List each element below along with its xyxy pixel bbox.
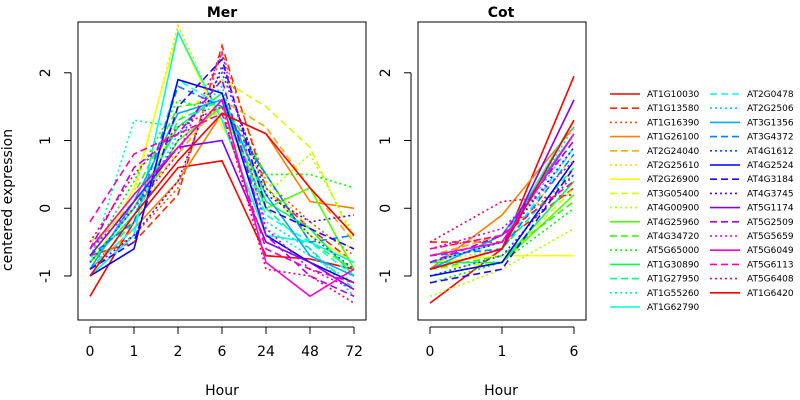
y-tick-label: 1 bbox=[378, 136, 394, 145]
legend-label: AT2G0478 bbox=[747, 90, 794, 100]
legend-label: AT1G13580 bbox=[647, 104, 700, 114]
legend-label: AT4G00900 bbox=[647, 204, 700, 214]
series-line bbox=[429, 180, 575, 250]
x-tick-label: 72 bbox=[345, 344, 363, 360]
legend-label: AT5G5659 bbox=[747, 232, 794, 242]
x-tick-label: 1 bbox=[130, 344, 139, 360]
y-tick-label: -1 bbox=[378, 269, 394, 283]
x-axis-label-cot: Hour bbox=[484, 383, 518, 399]
y-axis-label: centered expression bbox=[0, 129, 16, 271]
series-line bbox=[89, 84, 355, 297]
series-line bbox=[89, 159, 355, 297]
series-line bbox=[429, 133, 575, 257]
series-line bbox=[429, 254, 574, 264]
series-line bbox=[89, 77, 355, 298]
legend-label: AT2G24040 bbox=[647, 147, 700, 157]
y-tick-label: 2 bbox=[38, 68, 54, 77]
series-line bbox=[429, 160, 575, 250]
y-axis-mer: -1 0 1 2 bbox=[38, 68, 72, 283]
series-line bbox=[429, 153, 575, 264]
series-line bbox=[429, 99, 575, 270]
y-tick-label: 0 bbox=[38, 204, 54, 213]
x-tick-label: 1 bbox=[498, 344, 507, 360]
legend-label: AT1G26100 bbox=[647, 133, 700, 143]
legend-label: AT5G6049 bbox=[747, 246, 794, 256]
legend-label: AT4G3184 bbox=[747, 175, 794, 185]
y-tick-label: -1 bbox=[38, 269, 54, 283]
series-line bbox=[429, 193, 575, 243]
panel-title-cot: Cot bbox=[488, 5, 515, 21]
legend-label: AT5G6408 bbox=[747, 275, 794, 285]
series-lines-cot bbox=[429, 75, 575, 304]
x-tick-label: 6 bbox=[218, 344, 227, 360]
legend-label: AT1G6420 bbox=[747, 289, 794, 299]
legend-label: AT3G4372 bbox=[747, 133, 794, 143]
x-tick-label: 6 bbox=[570, 344, 579, 360]
x-tick-label: 48 bbox=[301, 344, 319, 360]
legend: AT1G10030 AT1G13580 AT1G16390 AT1G26100 AT2G… bbox=[610, 90, 794, 313]
series-line bbox=[89, 71, 355, 270]
panel-title-mer: Mer bbox=[207, 5, 237, 21]
legend-label: AT2G2506 bbox=[747, 104, 794, 114]
series-line bbox=[429, 200, 575, 270]
x-tick-label: 0 bbox=[426, 344, 435, 360]
series-line bbox=[89, 98, 355, 257]
x-tick-label: 0 bbox=[86, 344, 95, 360]
panel-mer: Mer 0 1 2 6 24 48 72 -1 0 1 2 Hour centered expre… bbox=[0, 5, 367, 399]
legend-label: AT2G25610 bbox=[647, 161, 700, 171]
plot-frame-cot bbox=[417, 21, 587, 321]
x-axis-mer: 0 1 2 6 24 48 72 bbox=[86, 326, 363, 360]
series-line bbox=[429, 140, 575, 264]
x-tick-label: 24 bbox=[257, 344, 275, 360]
legend-label: AT5G65000 bbox=[647, 246, 700, 256]
legend-label: AT1G62790 bbox=[647, 303, 700, 313]
legend-label: AT4G34720 bbox=[647, 232, 700, 242]
y-axis-cot: -1 0 1 2 bbox=[378, 68, 412, 283]
y-tick-label: 2 bbox=[378, 68, 394, 77]
series-line bbox=[89, 85, 355, 257]
legend-label: AT4G25960 bbox=[647, 218, 700, 228]
x-axis-cot: 0 1 6 bbox=[426, 326, 579, 360]
legend-label: AT1G55260 bbox=[647, 289, 700, 299]
x-axis-label-mer: Hour bbox=[205, 383, 239, 399]
series-line bbox=[429, 133, 575, 257]
series-line bbox=[429, 133, 575, 270]
legend-label: AT5G1174 bbox=[747, 204, 794, 214]
series-line bbox=[429, 167, 575, 284]
legend-label: AT5G2509 bbox=[747, 218, 794, 228]
plot-frame-mer bbox=[77, 21, 367, 321]
series-line bbox=[429, 119, 575, 270]
legend-label: AT4G3745 bbox=[747, 189, 794, 199]
series-lines-mer bbox=[89, 23, 355, 304]
series-line bbox=[89, 63, 355, 270]
legend-label: AT5G6113 bbox=[747, 260, 794, 270]
legend-label: AT3G1356 bbox=[747, 118, 794, 128]
legend-label: AT1G16390 bbox=[647, 118, 700, 128]
legend-label: AT4G1612 bbox=[747, 147, 794, 157]
series-line bbox=[89, 139, 355, 291]
series-line bbox=[89, 78, 355, 284]
y-tick-label: 0 bbox=[378, 204, 394, 213]
series-line bbox=[89, 57, 355, 270]
legend-label: AT3G05400 bbox=[647, 189, 700, 199]
y-tick-label: 1 bbox=[38, 136, 54, 145]
x-tick-label: 2 bbox=[174, 344, 183, 360]
legend-label: AT4G2524 bbox=[747, 161, 794, 171]
legend-label: AT1G10030 bbox=[647, 90, 700, 100]
series-line bbox=[429, 227, 575, 298]
series-line bbox=[89, 112, 355, 277]
panel-cot: Cot 0 1 6 -1 0 1 2 Hour bbox=[378, 5, 587, 399]
series-line bbox=[429, 160, 575, 277]
legend-label: AT2G26900 bbox=[647, 175, 700, 185]
series-line bbox=[89, 105, 355, 304]
series-line bbox=[89, 98, 355, 298]
legend-label: AT1G27950 bbox=[647, 275, 700, 285]
legend-label: AT1G30890 bbox=[647, 260, 700, 270]
series-line bbox=[89, 29, 355, 270]
series-line bbox=[429, 173, 575, 250]
